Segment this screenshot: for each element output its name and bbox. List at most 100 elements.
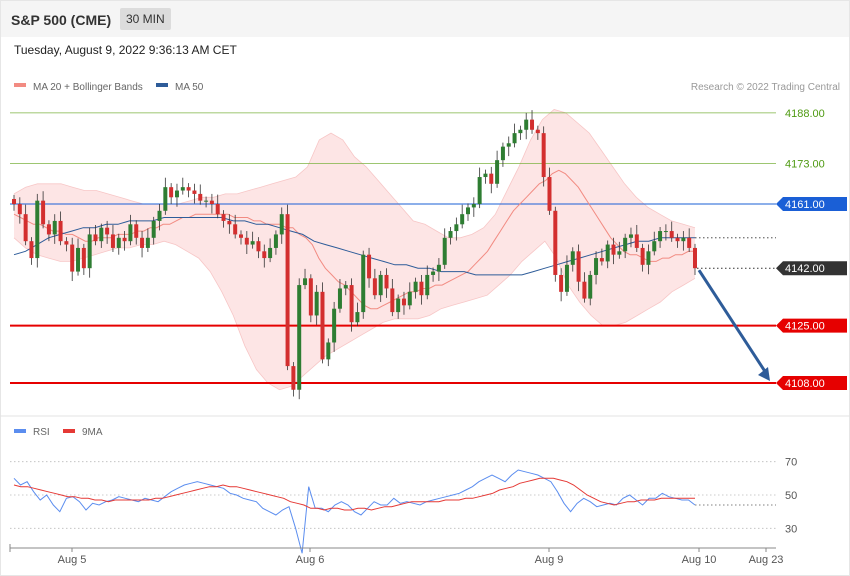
candle-body bbox=[273, 234, 278, 248]
candle-body bbox=[483, 173, 488, 178]
candle bbox=[378, 270, 383, 302]
candle-body bbox=[646, 251, 651, 265]
candle bbox=[576, 244, 581, 292]
candle bbox=[23, 204, 28, 246]
candle bbox=[506, 136, 511, 157]
candle bbox=[640, 243, 645, 272]
candle bbox=[646, 244, 651, 275]
candle bbox=[122, 231, 127, 251]
price-level-tags: 4188.00 4173.00 4161.00 4142.00 4125.00 4108.… bbox=[776, 108, 847, 390]
candle bbox=[76, 238, 81, 276]
candle-body bbox=[186, 187, 191, 191]
candle bbox=[361, 250, 366, 319]
candle-body bbox=[419, 281, 424, 296]
candle-body bbox=[52, 220, 57, 235]
legend-label-ma50: MA 50 bbox=[175, 82, 204, 93]
candle-body bbox=[547, 177, 552, 211]
rsi-panel: 70 50 30 bbox=[10, 457, 797, 554]
rsi-tick-30: 30 bbox=[785, 523, 797, 535]
x-tick-label: Aug 6 bbox=[296, 554, 325, 566]
candle-body bbox=[448, 231, 453, 238]
candle bbox=[454, 217, 459, 241]
candle-body bbox=[93, 234, 98, 242]
candle-body bbox=[535, 129, 540, 134]
price-levels bbox=[10, 112, 776, 384]
candle-body bbox=[209, 200, 214, 205]
candle bbox=[489, 166, 494, 194]
candle-body bbox=[623, 237, 628, 252]
candle bbox=[17, 197, 22, 224]
candle bbox=[273, 230, 278, 255]
candle bbox=[52, 214, 57, 244]
forecast-arrow-shaft bbox=[697, 269, 768, 374]
candle-body bbox=[413, 281, 418, 292]
candle-body bbox=[174, 190, 179, 198]
candle bbox=[500, 142, 505, 167]
candle-body bbox=[663, 231, 668, 233]
candle-body bbox=[250, 241, 255, 245]
candle bbox=[99, 223, 104, 248]
x-tick-label: Aug 10 bbox=[682, 554, 717, 566]
candle bbox=[355, 302, 360, 327]
candle bbox=[29, 237, 34, 265]
candle-body bbox=[512, 133, 517, 144]
candle bbox=[541, 126, 546, 187]
candle-body bbox=[320, 291, 325, 360]
legend-swatch-9ma bbox=[63, 429, 75, 433]
candle-body bbox=[466, 207, 470, 215]
candle-body bbox=[110, 234, 115, 248]
candle-body bbox=[140, 237, 145, 248]
level-label-4188.00: 4188.00 bbox=[785, 108, 825, 120]
rsi-tick-50: 50 bbox=[785, 490, 797, 502]
candle bbox=[128, 214, 133, 246]
forecast-arrow bbox=[697, 269, 770, 381]
candle bbox=[384, 268, 389, 298]
candle-body bbox=[227, 220, 232, 225]
rsi-tick-70: 70 bbox=[785, 457, 797, 469]
candle-body bbox=[640, 247, 645, 265]
chart-datetime: Tuesday, August 9, 2022 9:36:13 AM CET bbox=[14, 43, 237, 57]
level-label-4161.00: 4161.00 bbox=[785, 199, 825, 211]
candle bbox=[163, 177, 168, 215]
x-tick-label: Aug 23 bbox=[749, 554, 784, 566]
candle-body bbox=[279, 214, 284, 235]
candle-body bbox=[559, 274, 564, 292]
candle-body bbox=[361, 254, 366, 313]
candle-body bbox=[564, 264, 569, 292]
candle-body bbox=[454, 224, 459, 232]
candle bbox=[221, 210, 226, 228]
candle bbox=[658, 227, 663, 248]
candle-body bbox=[157, 210, 162, 221]
timeframe-badge[interactable]: 30 MIN bbox=[120, 8, 171, 30]
rsi-line bbox=[13, 469, 696, 554]
candle bbox=[466, 203, 470, 221]
candle bbox=[250, 231, 255, 249]
candle bbox=[436, 258, 441, 282]
candle-body bbox=[495, 160, 500, 184]
candle bbox=[425, 265, 430, 300]
candle bbox=[151, 216, 156, 245]
candle bbox=[390, 278, 395, 317]
candle-body bbox=[233, 224, 238, 235]
candle-body bbox=[192, 190, 197, 194]
candle bbox=[140, 231, 145, 258]
candle bbox=[599, 248, 604, 266]
candle bbox=[332, 301, 337, 352]
candle-body bbox=[687, 237, 692, 248]
candle-body bbox=[460, 214, 465, 225]
candle-body bbox=[693, 247, 697, 269]
candle bbox=[477, 167, 482, 209]
bollinger-band-area bbox=[14, 109, 695, 390]
bollinger-lower bbox=[13, 237, 696, 391]
candle-body bbox=[46, 224, 51, 235]
x-axis: Aug 5 Aug 6 Aug 9 Aug 10 Aug 23 bbox=[9, 544, 784, 566]
candle bbox=[262, 244, 267, 268]
candle-body bbox=[518, 129, 523, 134]
candle-body bbox=[105, 227, 110, 235]
candle-body bbox=[506, 143, 511, 147]
candle bbox=[401, 291, 406, 315]
candle bbox=[372, 268, 377, 300]
candle bbox=[180, 177, 185, 195]
legend-label-rsi: RSI bbox=[33, 427, 50, 438]
